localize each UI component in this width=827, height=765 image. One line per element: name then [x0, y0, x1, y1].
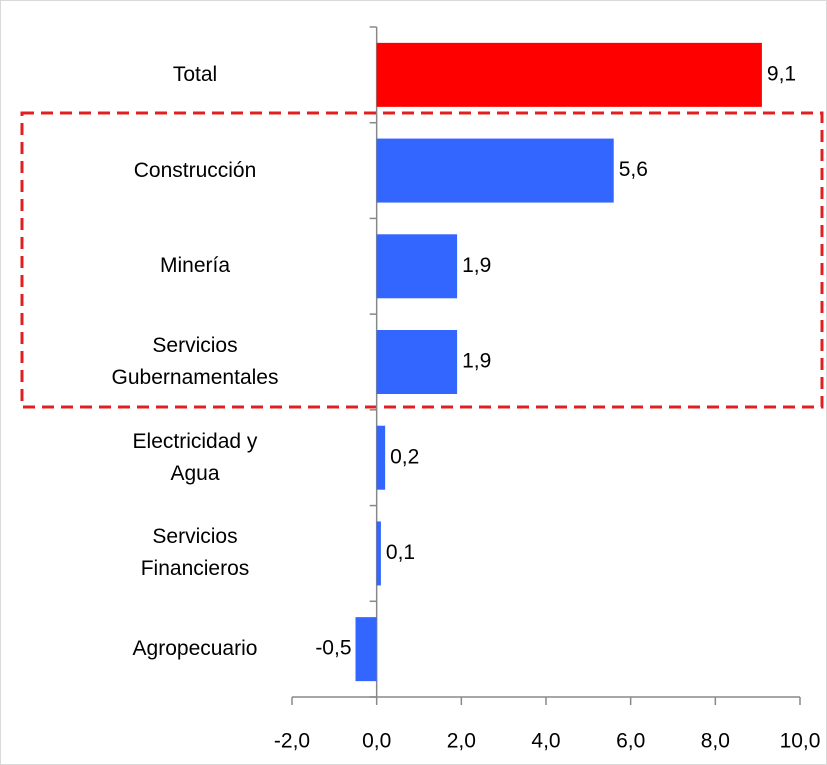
- x-tick-label: -2,0: [274, 730, 310, 753]
- value-label: 1,9: [462, 350, 491, 373]
- value-label: 0,1: [386, 541, 415, 564]
- value-label: 1,9: [462, 254, 491, 277]
- x-tick-label: 10,0: [780, 730, 821, 753]
- x-tick-label: 8,0: [701, 730, 730, 753]
- value-label: 0,2: [390, 445, 419, 468]
- category-label: Minería: [159, 254, 231, 278]
- category-label: Agropecuario: [132, 637, 258, 661]
- category-label: Servicios Financieros: [140, 525, 250, 581]
- x-tick-label: 0,0: [362, 730, 391, 753]
- bar: [376, 138, 614, 203]
- category-label: Total: [172, 62, 218, 86]
- category-label: Servicios Gubernamentales: [111, 334, 279, 389]
- value-label: 5,6: [619, 158, 648, 181]
- category-label: Electricidad y Agua: [132, 429, 258, 485]
- value-label: 9,1: [767, 62, 796, 85]
- bar: [355, 617, 377, 682]
- category-label: Construcción: [133, 158, 257, 182]
- x-tick-label: 2,0: [447, 730, 476, 753]
- bar: [376, 42, 762, 107]
- bar: [376, 234, 458, 299]
- x-tick-label: 6,0: [616, 730, 645, 753]
- bar: [376, 330, 458, 394]
- highlight-box: [20, 111, 824, 409]
- bar: [376, 425, 386, 490]
- bar: [376, 521, 381, 586]
- value-label: -0,5: [315, 637, 351, 660]
- x-tick-label: 4,0: [531, 730, 560, 753]
